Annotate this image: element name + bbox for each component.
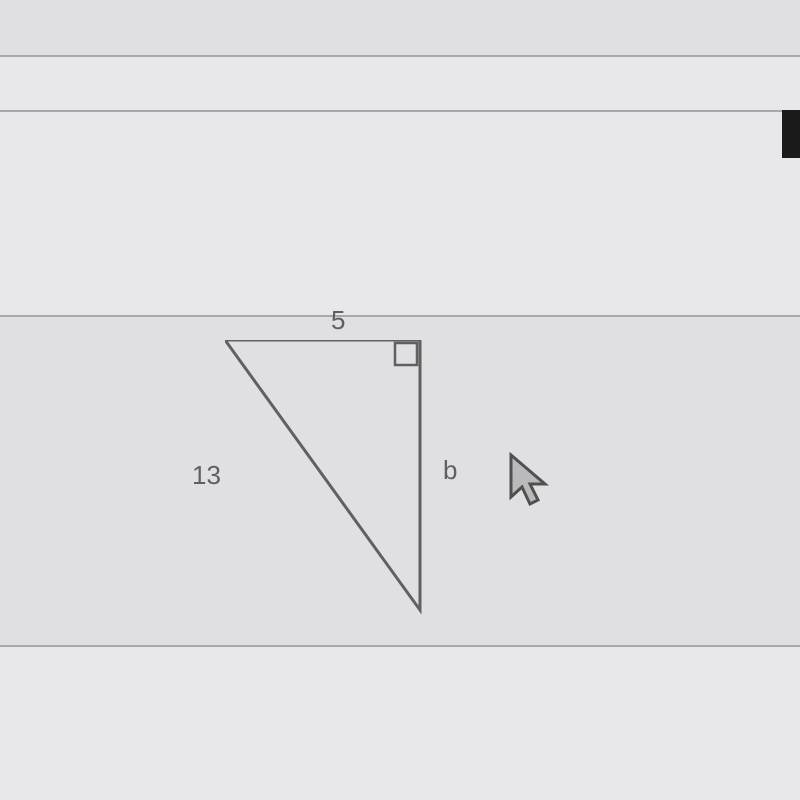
horizontal-rule — [0, 645, 800, 647]
right-angle-marker — [395, 343, 417, 365]
lined-paper-band — [0, 647, 800, 800]
lined-paper-band — [0, 112, 800, 315]
cursor-arrow-icon — [508, 452, 558, 512]
horizontal-rule — [0, 55, 800, 57]
side-label-right: b — [443, 455, 457, 486]
lined-paper-band — [0, 57, 800, 110]
horizontal-rule — [0, 110, 800, 112]
triangle-diagram: 5 13 b — [225, 340, 525, 640]
side-label-top: 5 — [331, 305, 345, 336]
right-triangle-svg — [225, 340, 525, 640]
cursor-icon — [508, 452, 558, 517]
edge-element — [782, 110, 800, 158]
side-label-hypotenuse: 13 — [192, 460, 221, 491]
triangle-shape — [225, 340, 420, 610]
horizontal-rule — [0, 315, 800, 317]
